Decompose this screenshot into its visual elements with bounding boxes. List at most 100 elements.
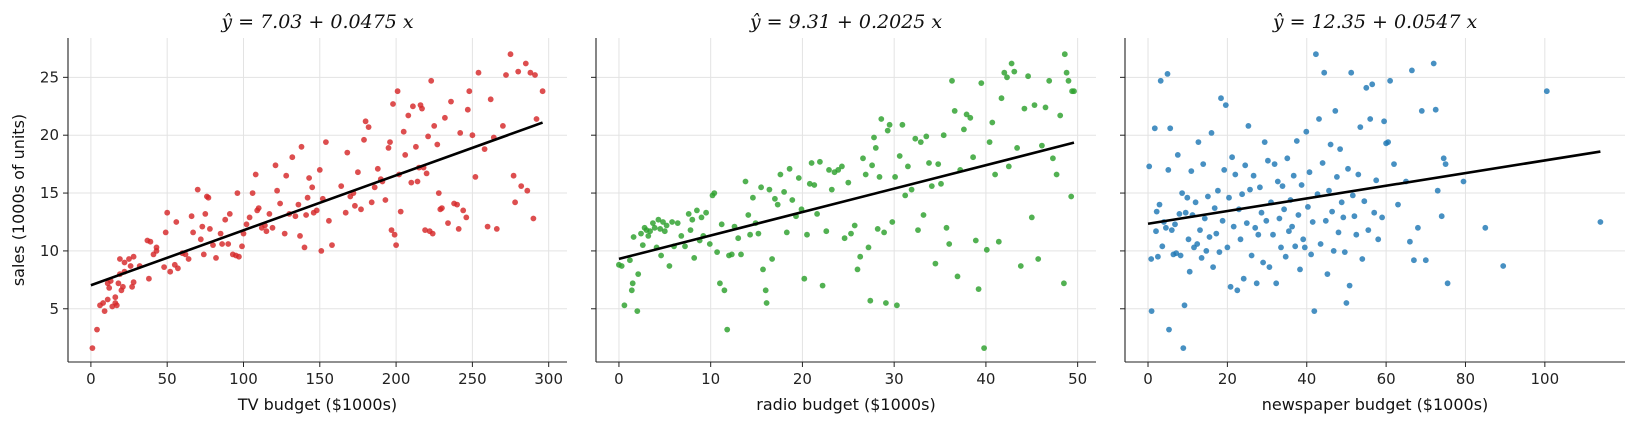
data-point xyxy=(1278,244,1284,251)
data-point xyxy=(1206,234,1213,240)
data-point xyxy=(899,121,906,128)
data-point xyxy=(1197,227,1203,234)
data-point xyxy=(161,264,168,270)
data-point xyxy=(1035,256,1042,262)
data-point xyxy=(915,227,921,234)
data-point xyxy=(408,179,415,186)
data-point xyxy=(1031,102,1038,108)
data-point xyxy=(1349,192,1356,199)
data-point xyxy=(164,209,171,216)
y-tick-label: 20 xyxy=(40,126,59,144)
data-point xyxy=(130,279,137,286)
data-point xyxy=(871,134,877,141)
data-point xyxy=(1253,280,1260,287)
data-point xyxy=(894,302,900,309)
data-point xyxy=(1065,77,1072,84)
data-point xyxy=(970,154,976,161)
data-point xyxy=(382,197,389,203)
data-point xyxy=(1327,141,1334,148)
data-point xyxy=(243,221,250,228)
data-point xyxy=(963,111,970,118)
data-point xyxy=(1155,253,1161,260)
data-point xyxy=(1247,186,1253,193)
data-point xyxy=(445,220,451,227)
data-point xyxy=(1276,215,1283,222)
data-point xyxy=(1185,236,1192,243)
data-point xyxy=(127,263,134,269)
data-point xyxy=(323,139,329,146)
data-point xyxy=(750,194,756,201)
data-point xyxy=(329,242,335,249)
x-tick-label: 80 xyxy=(1456,370,1475,388)
data-point xyxy=(188,213,195,220)
data-point xyxy=(344,149,351,156)
data-point xyxy=(721,287,728,294)
data-point xyxy=(1346,282,1353,289)
data-point xyxy=(745,212,752,218)
x-tick-label: 20 xyxy=(1218,370,1237,388)
data-point xyxy=(429,230,436,237)
data-point xyxy=(1234,287,1241,294)
data-point xyxy=(635,271,642,277)
data-point xyxy=(1391,161,1397,168)
x-tick-label: 0 xyxy=(1143,370,1153,388)
x-axis-label: newspaper budget ($1000s) xyxy=(1262,395,1489,414)
data-point xyxy=(718,221,725,228)
data-point xyxy=(1371,209,1378,216)
data-point xyxy=(738,251,744,258)
data-point xyxy=(1192,199,1199,206)
data-point xyxy=(1444,280,1451,287)
data-point xyxy=(940,132,947,139)
data-point xyxy=(1385,139,1391,146)
data-point xyxy=(1335,229,1342,236)
data-point xyxy=(755,230,762,237)
data-point xyxy=(1297,266,1303,273)
data-point xyxy=(475,69,482,76)
data-point xyxy=(1172,221,1178,228)
data-point xyxy=(481,146,488,153)
data-point xyxy=(1369,81,1376,88)
data-point xyxy=(1265,157,1271,164)
data-point xyxy=(804,231,810,238)
regression-line xyxy=(1147,150,1601,226)
data-point xyxy=(647,228,653,235)
data-point xyxy=(972,237,979,244)
data-point xyxy=(422,227,428,234)
data-point xyxy=(1351,213,1358,220)
data-point xyxy=(1148,256,1155,262)
data-point xyxy=(1219,217,1226,224)
data-point xyxy=(507,51,514,58)
x-axis-label: radio budget ($1000s) xyxy=(756,395,935,414)
data-point xyxy=(1255,231,1262,238)
data-point xyxy=(835,167,842,173)
data-point xyxy=(106,285,113,291)
data-point xyxy=(1266,264,1273,270)
data-point xyxy=(1422,257,1429,264)
data-point xyxy=(1028,214,1035,221)
data-point xyxy=(777,171,784,178)
data-point xyxy=(1205,193,1211,200)
data-point xyxy=(1301,244,1308,251)
data-point xyxy=(1261,139,1268,146)
data-point xyxy=(687,227,694,234)
data-point xyxy=(1218,95,1224,102)
data-point xyxy=(277,200,283,207)
data-point xyxy=(786,165,793,172)
data-point xyxy=(1282,253,1289,260)
data-point xyxy=(1373,177,1380,184)
data-point xyxy=(239,243,245,250)
data-point xyxy=(121,259,128,266)
data-point xyxy=(518,183,525,190)
data-point xyxy=(1198,255,1205,261)
data-point xyxy=(393,242,399,249)
data-point xyxy=(789,197,796,203)
data-point xyxy=(902,192,909,199)
data-point xyxy=(1341,249,1348,256)
data-point xyxy=(1306,169,1313,176)
data-point xyxy=(1188,168,1195,175)
data-point xyxy=(828,186,835,193)
data-point xyxy=(1227,283,1234,290)
data-point xyxy=(225,241,232,247)
data-point xyxy=(1293,138,1300,144)
data-point xyxy=(889,219,896,225)
